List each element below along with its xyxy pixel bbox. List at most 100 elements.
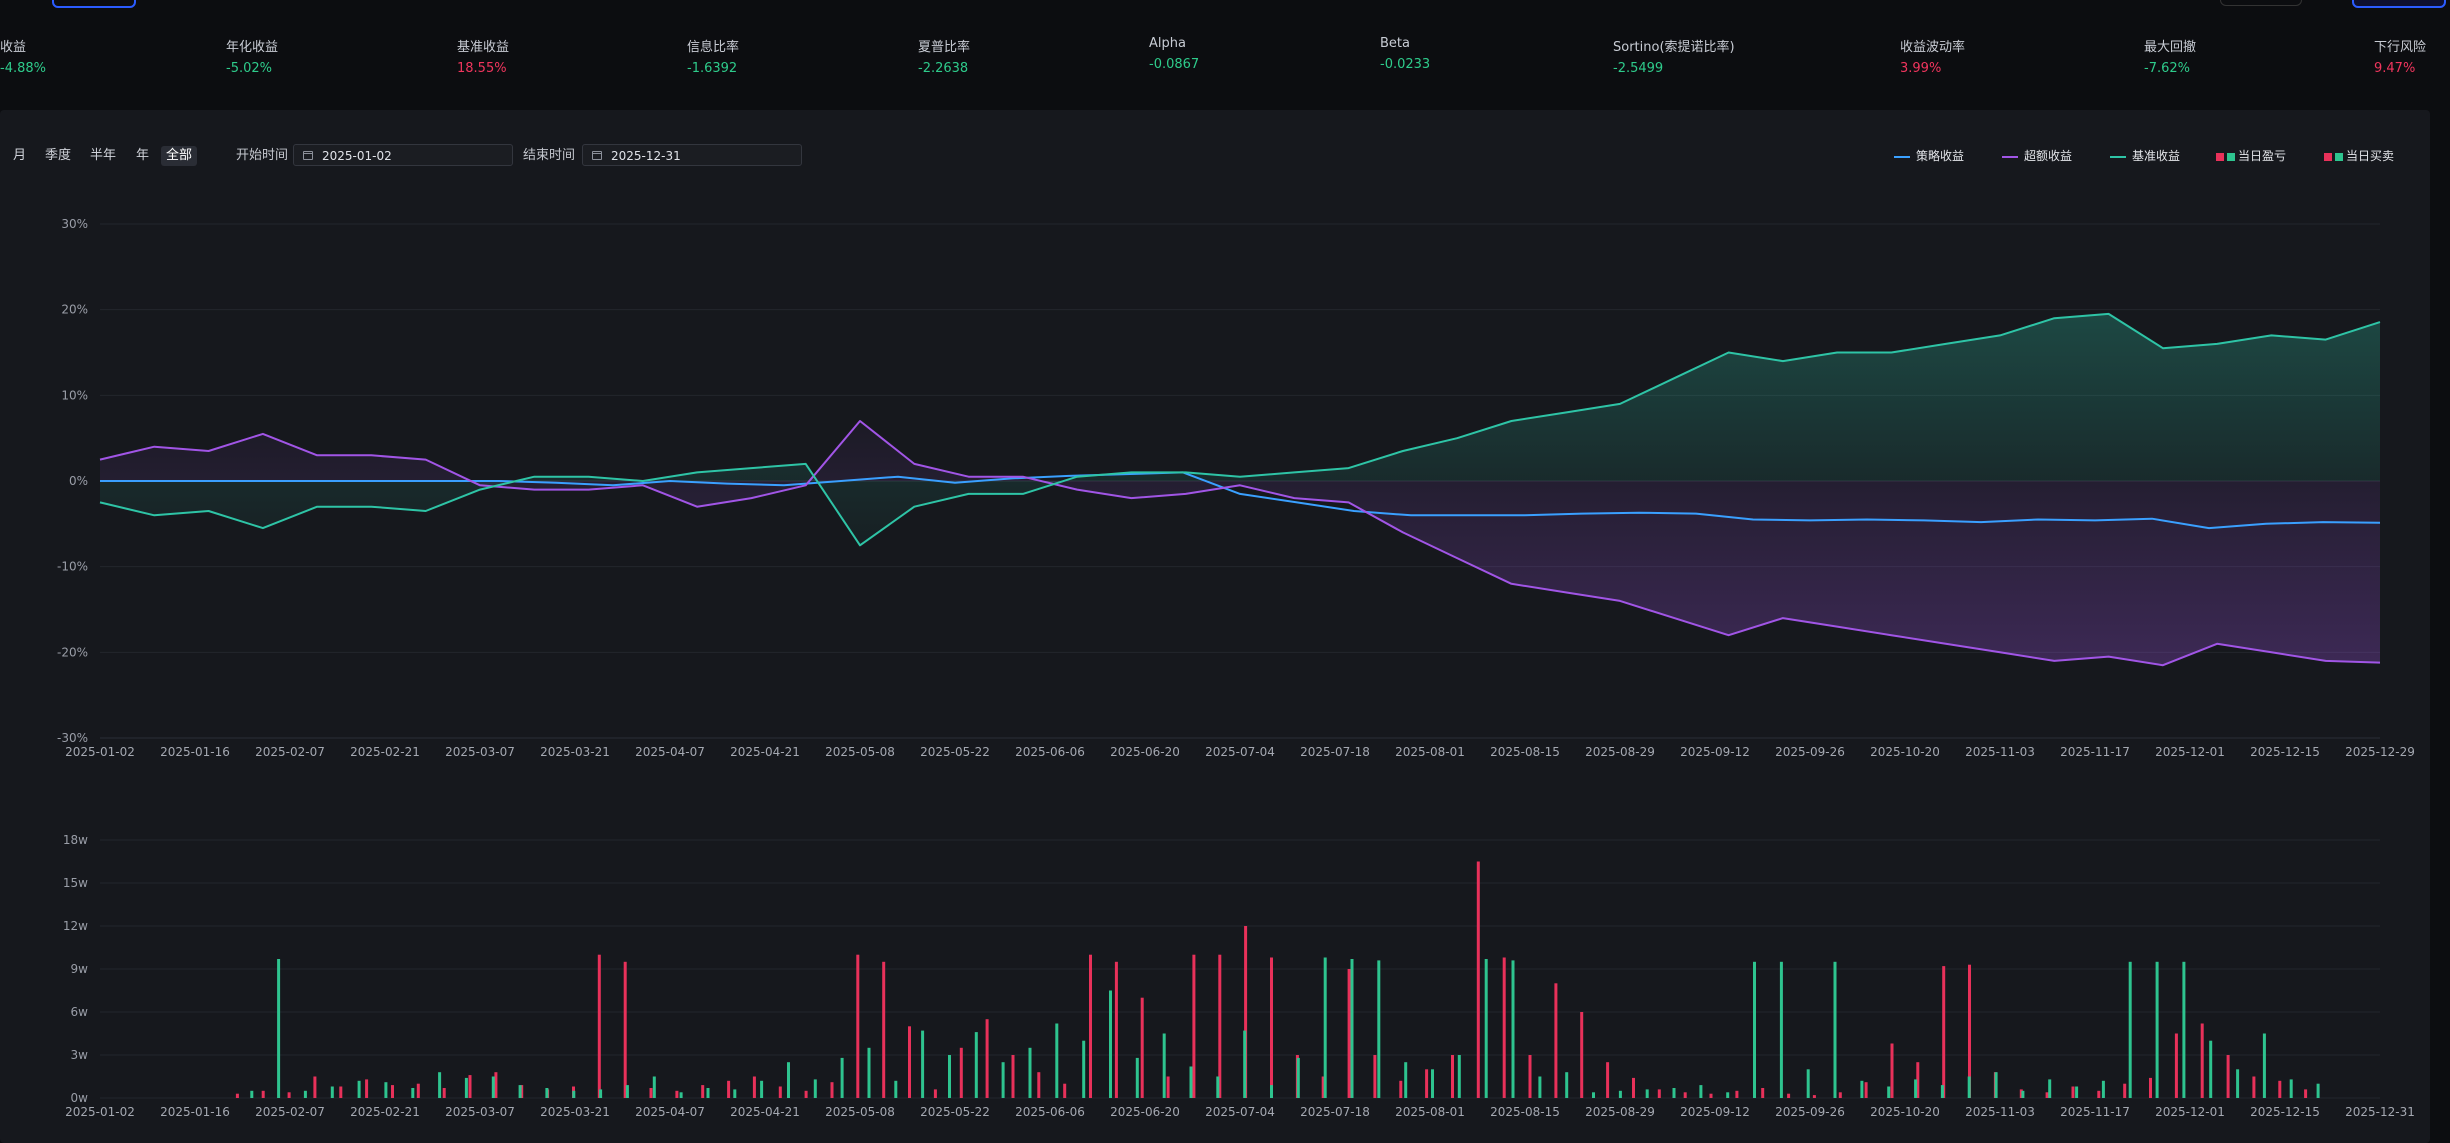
legend-daily-pnl[interactable]: 当日盈亏 xyxy=(2216,146,2286,166)
bar xyxy=(985,1019,989,1098)
bar-chart-x-tick: 2025-11-03 xyxy=(1965,1105,2035,1119)
bar xyxy=(1592,1092,1595,1098)
metric-value: -2.2638 xyxy=(918,61,969,76)
bar xyxy=(468,1075,472,1098)
bar xyxy=(2236,1069,2240,1098)
bar xyxy=(599,1089,603,1098)
bar xyxy=(2097,1090,2101,1098)
bar-chart-x-tick: 2025-06-06 xyxy=(1015,1105,1085,1119)
bar xyxy=(2045,1092,2049,1098)
bar xyxy=(1270,957,1273,1098)
line-chart-x-tick: 2025-04-21 xyxy=(730,745,800,759)
metric-label: 信息比率 xyxy=(687,40,740,55)
bar-chart-y-tick: 15w xyxy=(63,876,88,890)
bar xyxy=(1323,957,1327,1098)
period-all[interactable]: 全部 xyxy=(161,146,198,166)
bar xyxy=(1037,1072,1041,1098)
bar-chart-y-tick: 3w xyxy=(71,1048,89,1062)
metric-value: -0.0867 xyxy=(1149,57,1200,72)
bar xyxy=(1476,861,1480,1098)
bar xyxy=(416,1083,420,1098)
bar xyxy=(1761,1088,1765,1098)
start-date-input[interactable]: 2025-01-02 xyxy=(293,144,513,166)
bar xyxy=(1296,1057,1300,1098)
metric-value: 18.55% xyxy=(457,61,507,76)
bar xyxy=(2019,1089,2023,1098)
bar-chart-y-tick: 9w xyxy=(71,962,89,976)
bar xyxy=(1726,1092,1730,1098)
bar-chart-x-tick: 2025-02-07 xyxy=(255,1105,325,1119)
top-right-primary-button[interactable] xyxy=(2352,0,2446,8)
bar xyxy=(2128,961,2132,1098)
metrics-row: 收益 -4.88% 年化收益 -5.02% 基准收益 18.55% 信息比率 -1.6392 夏… xyxy=(0,36,2450,96)
bar xyxy=(1028,1047,1032,1098)
period-year[interactable]: 年 xyxy=(136,148,150,163)
line-chart-x-tick: 2025-03-21 xyxy=(540,745,610,759)
bar xyxy=(1404,1062,1408,1098)
bar xyxy=(1580,1012,1584,1098)
bar xyxy=(411,1088,415,1098)
metric-label: 夏普比率 xyxy=(918,40,971,55)
series-line xyxy=(99,420,2381,667)
metric-value: 9.47% xyxy=(2374,61,2416,76)
legend-benchmark-return[interactable]: 基准收益 xyxy=(2110,146,2180,166)
bar xyxy=(1189,1066,1193,1098)
bar xyxy=(921,1030,925,1098)
bar xyxy=(438,1072,442,1098)
bar xyxy=(464,1077,468,1098)
line-chart-x-tick: 2025-03-07 xyxy=(445,745,515,759)
end-date-input[interactable]: 2025-12-31 xyxy=(582,144,802,166)
legend-strategy-return[interactable]: 策略收益 xyxy=(1894,146,1964,166)
line-chart-x-tick: 2025-07-18 xyxy=(1300,745,1370,759)
bar xyxy=(625,1085,629,1098)
metric-item: 收益 -4.88% xyxy=(0,36,46,76)
bar-chart-x-tick: 2025-05-08 xyxy=(825,1105,895,1119)
calendar-icon xyxy=(592,151,602,160)
bar xyxy=(520,1085,524,1098)
period-month[interactable]: 月 xyxy=(13,148,27,163)
bar xyxy=(2262,1033,2266,1098)
bar xyxy=(518,1085,522,1098)
legend-daily-trades[interactable]: 当日买卖 xyxy=(2324,146,2394,166)
bar xyxy=(1860,1080,1864,1098)
bar xyxy=(313,1076,317,1098)
line-chart-x-tick: 2025-09-26 xyxy=(1775,745,1845,759)
period-half-year[interactable]: 半年 xyxy=(90,148,117,163)
bar-chart-x-tick: 2025-04-07 xyxy=(635,1105,705,1119)
bar xyxy=(1887,1086,1891,1098)
bar xyxy=(2304,1089,2308,1098)
bar xyxy=(948,1055,951,1098)
bar xyxy=(830,1082,834,1098)
bar xyxy=(1812,1095,1816,1098)
bar xyxy=(933,1089,937,1098)
bar xyxy=(1942,966,1946,1098)
legend-excess-return[interactable]: 超额收益 xyxy=(2002,146,2072,166)
bar xyxy=(2075,1086,2079,1098)
bar-chart-x-tick: 2025-08-15 xyxy=(1490,1105,1560,1119)
bar xyxy=(1114,961,1118,1098)
bar xyxy=(894,1080,898,1098)
bar-chart-x-tick: 2025-03-07 xyxy=(445,1105,515,1119)
top-bar xyxy=(0,0,2450,10)
bar-chart-x-tick: 2025-08-29 xyxy=(1585,1105,1655,1119)
bar xyxy=(1538,1076,1542,1098)
top-left-button[interactable] xyxy=(52,0,136,8)
metric-label: 收益 xyxy=(0,40,27,55)
metric-item: 信息比率 -1.6392 xyxy=(687,36,739,76)
bar xyxy=(2149,1077,2152,1098)
bar-chart-x-tick: 2025-12-15 xyxy=(2250,1105,2320,1119)
bar xyxy=(1672,1088,1676,1098)
line-chart-x-tick: 2025-05-08 xyxy=(825,745,895,759)
bar-chart-x-tick: 2025-07-18 xyxy=(1300,1105,1370,1119)
metric-item: Beta -0.0233 xyxy=(1380,36,1430,72)
bar xyxy=(1606,1062,1610,1098)
bar xyxy=(1166,1076,1170,1098)
bar xyxy=(1089,954,1092,1098)
bar xyxy=(287,1092,291,1098)
bar xyxy=(649,1088,653,1098)
metric-value: -7.62% xyxy=(2144,61,2190,76)
legend-line-icon xyxy=(2002,155,2018,158)
period-quarter[interactable]: 季度 xyxy=(45,148,72,163)
bar xyxy=(882,961,886,1098)
bar xyxy=(491,1076,495,1098)
